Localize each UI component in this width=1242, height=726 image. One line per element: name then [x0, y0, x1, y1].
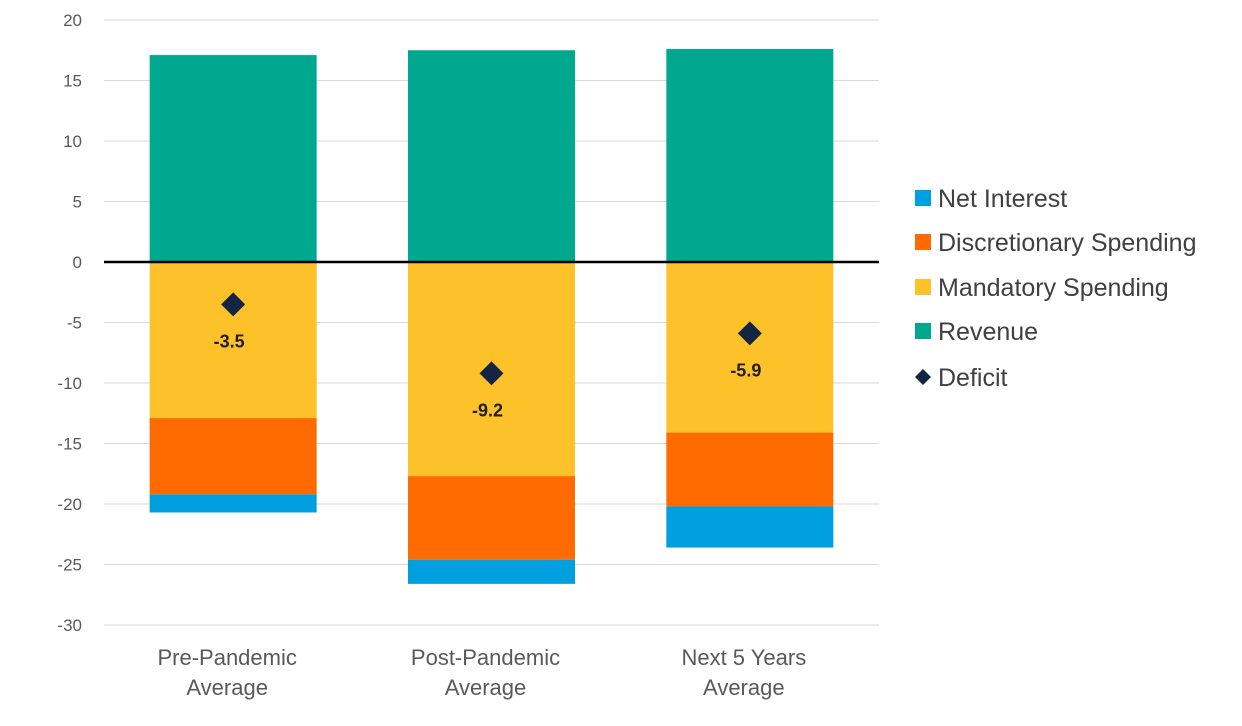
y-tick-label-2: 10: [63, 132, 82, 151]
y-tick-label-3: 5: [73, 193, 82, 212]
deficit-marker-2: [737, 321, 762, 346]
legend-label-deficit: Deficit: [938, 364, 1008, 392]
deficit-data-label-0: -3.5: [214, 331, 245, 351]
deficit-marker-0: [221, 292, 246, 317]
bar-discretionary-spending-0: [149, 418, 317, 495]
x-category-label-2-line-1: Average: [703, 675, 785, 700]
bar-net-interest-0: [149, 494, 317, 513]
bar-revenue-2: [666, 49, 834, 262]
legend-label-discretionary-spending: Discretionary Spending: [938, 229, 1196, 257]
bar-net-interest-2: [666, 506, 834, 548]
legend-label-mandatory-spending: Mandatory Spending: [938, 274, 1169, 302]
x-category-label-0: Pre-Pandemic Average: [157, 645, 296, 700]
legend: Net Interest Discretionary Spending Mandat…: [915, 185, 1196, 392]
bar-mandatory-spending-2: [666, 262, 834, 433]
legend-swatch-net-interest: [915, 190, 931, 206]
y-tick-label-0: 20: [63, 11, 82, 30]
x-category-label-0-line-0: Pre-Pandemic: [157, 645, 296, 670]
bar-mandatory-spending-0: [149, 262, 317, 419]
y-tick-label-8: -20: [57, 495, 82, 514]
legend-swatch-discretionary-spending: [915, 234, 931, 250]
y-tick-label-4: 0: [73, 253, 82, 272]
bar-revenue-0: [149, 55, 317, 263]
y-tick-label-1: 15: [63, 72, 82, 91]
x-category-label-0-line-1: Average: [186, 675, 268, 700]
legend-swatch-mandatory-spending: [915, 279, 931, 295]
x-category-label-1-line-1: Average: [445, 675, 527, 700]
x-category-label-1-line-0: Post-Pandemic: [411, 645, 560, 670]
bar-revenue-1: [408, 50, 575, 262]
x-category-label-2-line-0: Next 5 Years: [681, 645, 806, 670]
deficit-data-label-2: -5.9: [730, 360, 761, 380]
bar-discretionary-spending-2: [666, 432, 834, 507]
y-tick-label-9: -25: [57, 556, 82, 575]
legend-label-revenue: Revenue: [938, 318, 1038, 346]
x-category-label-1: Post-Pandemic Average: [411, 645, 560, 700]
y-tick-label-7: -15: [57, 435, 82, 454]
bar-discretionary-spending-1: [408, 476, 575, 560]
legend-marker-deficit: [915, 369, 931, 385]
y-tick-label-10: -30: [57, 616, 82, 635]
bars: [149, 49, 834, 584]
y-tick-label-5: -5: [67, 314, 82, 333]
bar-net-interest-1: [408, 559, 575, 584]
y-axis-tick-labels: 20 15 10 5 0 -5 -10 -15 -20 -25 -30: [57, 11, 82, 635]
legend-swatch-revenue: [915, 323, 931, 339]
deficit-marker-1: [479, 361, 504, 386]
legend-label-net-interest: Net Interest: [938, 185, 1067, 213]
y-tick-label-6: -10: [57, 374, 82, 393]
deficit-markers: -3.5 -9.2 -5.9: [214, 292, 762, 420]
x-category-label-2: Next 5 Years Average: [681, 645, 806, 700]
deficit-data-label-1: -9.2: [472, 400, 503, 420]
